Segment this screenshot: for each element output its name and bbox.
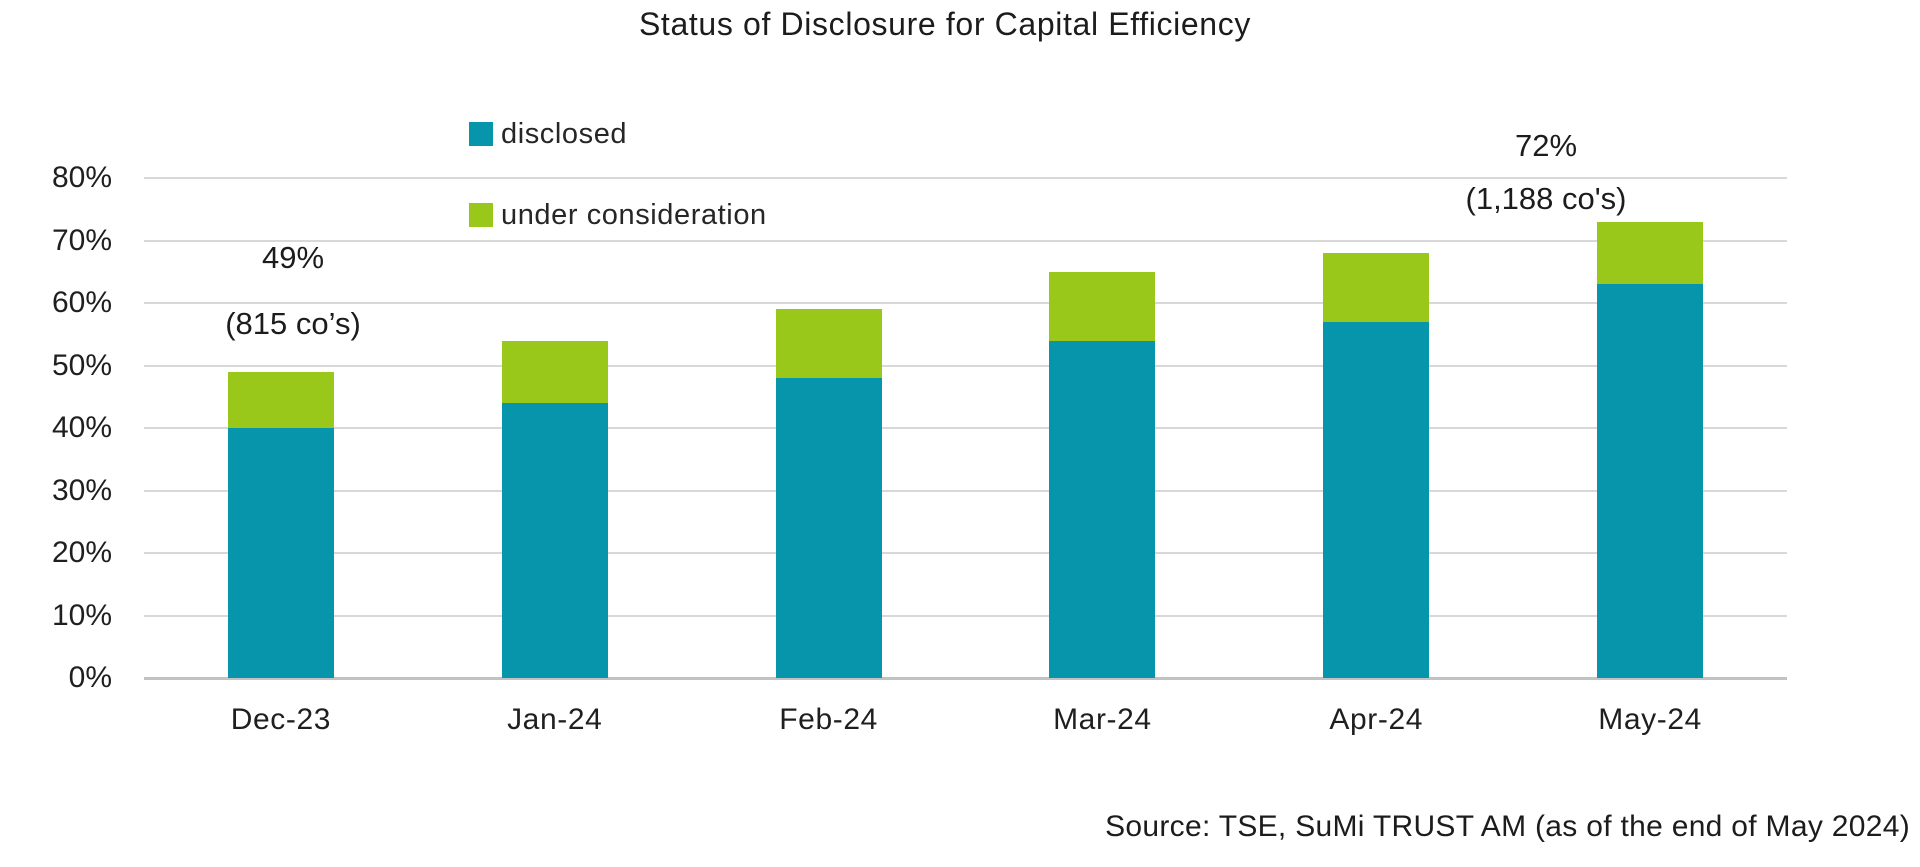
- annotation-may-24: 72% (1,188 co's): [1381, 128, 1711, 217]
- gridline: [144, 364, 1787, 367]
- bar-segment-under-consideration: [1049, 271, 1156, 341]
- annotation-may-24-percent: 72%: [1514, 128, 1578, 163]
- gridline: [144, 239, 1787, 242]
- y-axis-tick-label: 60%: [51, 286, 112, 319]
- bar-segment-disclosed: [775, 378, 882, 678]
- chart-title: Status of Disclosure for Capital Efficie…: [638, 6, 1252, 42]
- bar-segment-disclosed: [1323, 321, 1430, 678]
- source-note: Source: TSE, SuMi TRUST AM (as of the en…: [1105, 810, 1910, 843]
- y-axis-tick-label: 40%: [51, 411, 112, 444]
- x-axis-label: May-24: [1598, 703, 1702, 736]
- y-axis-tick-label: 20%: [51, 536, 112, 569]
- gridline: [144, 177, 1787, 179]
- y-axis-tick-label: 10%: [51, 598, 112, 632]
- gridline: [144, 489, 1787, 492]
- y-axis-tick-label: 50%: [51, 348, 112, 382]
- annotation-may-24-companies: (1,188 co's): [1465, 181, 1627, 216]
- bar-segment-disclosed: [227, 428, 334, 678]
- annotation-dec-23-companies: (815 co’s): [225, 306, 361, 341]
- bar-segment-disclosed: [1597, 284, 1704, 678]
- x-axis-label: Apr-24: [1329, 703, 1424, 736]
- bar-segment-disclosed: [501, 403, 608, 678]
- x-axis-label: Mar-24: [1053, 703, 1152, 736]
- x-axis-label: Jan-24: [507, 703, 603, 736]
- gridline: [144, 552, 1787, 554]
- legend-item-disclosed: disclosed: [469, 118, 767, 150]
- bar-segment-under-consideration: [1597, 221, 1704, 285]
- bar-segment-under-consideration: [227, 371, 334, 428]
- y-axis-tick-label: 70%: [51, 223, 112, 257]
- bar-segment-under-consideration: [1323, 253, 1430, 322]
- legend: disclosed under consideration: [469, 118, 767, 280]
- under-consideration-swatch-icon: [469, 203, 493, 227]
- y-axis-tick-label: 80%: [51, 161, 112, 194]
- gridline: [144, 614, 1787, 617]
- legend-item-under-consideration: under consideration: [469, 199, 767, 231]
- bar-segment-disclosed: [1049, 340, 1156, 678]
- x-axis-label: Feb-24: [779, 703, 878, 736]
- bar-segment-under-consideration: [501, 340, 608, 403]
- legend-label-under-consideration: under consideration: [501, 198, 767, 231]
- x-axis-label: Dec-23: [230, 703, 332, 736]
- gridline: [144, 302, 1787, 304]
- annotation-dec-23: 49% (815 co’s): [128, 240, 458, 342]
- y-axis-tick-label: 30%: [51, 473, 112, 507]
- annotation-dec-23-percent: 49%: [261, 240, 325, 275]
- y-axis-tick-label: 0%: [68, 661, 112, 694]
- legend-label-disclosed: disclosed: [501, 117, 628, 150]
- bar-segment-under-consideration: [775, 309, 882, 378]
- disclosed-swatch-icon: [469, 122, 493, 146]
- x-axis-line: [144, 677, 1787, 680]
- gridline: [144, 427, 1787, 429]
